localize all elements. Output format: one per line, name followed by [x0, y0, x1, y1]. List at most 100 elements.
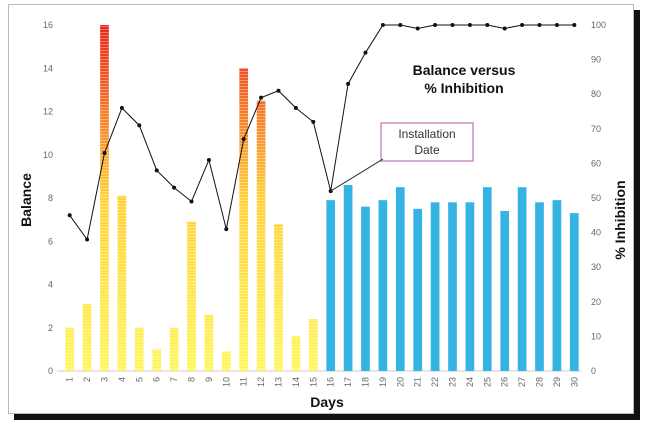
- left-axis-ticks: 0 2 4 6 8 10 12 14 16: [43, 20, 53, 376]
- bar-stripe-overlay: [256, 100, 266, 371]
- bar-stripe-overlay: [274, 223, 283, 371]
- x-tick-label: 18: [361, 377, 371, 387]
- inhibition-point-day-6: [154, 168, 159, 173]
- inhibition-line: [69, 24, 575, 241]
- left-tick-label: 10: [43, 150, 53, 160]
- chart-title-line-1: Balance versus: [413, 62, 516, 78]
- bar-day-24: [465, 202, 475, 371]
- right-tick-label: 80: [591, 89, 601, 99]
- bar-stripe-overlay: [152, 349, 162, 371]
- x-tick-label: 17: [343, 377, 353, 387]
- right-tick-label: 50: [591, 193, 601, 203]
- right-axis-ticks: 0 10 20 30 40 50 60 70 80 90 100: [591, 20, 606, 376]
- annotation-line-1: Installation: [398, 127, 455, 141]
- inhibition-point-day-13: [276, 88, 281, 93]
- x-tick-label: 11: [239, 377, 249, 386]
- x-tick-label: 26: [500, 377, 510, 387]
- bar-stripe-overlay: [308, 319, 318, 371]
- inhibition-point-day-30: [572, 23, 577, 27]
- inhibition-point-day-9: [206, 157, 211, 162]
- x-tick-label: 15: [308, 377, 318, 387]
- x-tick-label: 21: [413, 377, 423, 387]
- installation-date-annotation: Installation Date: [330, 122, 474, 192]
- chart-title-line-2: % Inhibition: [424, 80, 503, 96]
- x-tick-label: 2: [82, 377, 92, 382]
- right-tick-label: 10: [591, 331, 601, 341]
- x-tick-label: 4: [117, 377, 127, 382]
- inhibition-point-day-5: [137, 123, 142, 128]
- x-tick-label: 23: [448, 377, 458, 387]
- inhibition-point-day-2: [85, 237, 90, 242]
- bar-stripe-overlay: [239, 68, 249, 371]
- x-tick-label: 19: [378, 377, 388, 387]
- inhibition-point-day-1: [67, 213, 72, 218]
- x-tick-label: 7: [169, 377, 179, 382]
- left-tick-label: 16: [43, 20, 53, 30]
- inhibition-point-day-29: [554, 23, 559, 27]
- bar-day-16: [326, 200, 336, 371]
- bar-day-20: [395, 187, 405, 371]
- x-tick-label: 28: [535, 377, 545, 387]
- right-tick-label: 20: [591, 297, 601, 307]
- y-axis-title: Balance: [18, 173, 34, 227]
- x-tick-label: 25: [482, 377, 492, 387]
- bar-stripe-overlay: [117, 195, 127, 371]
- inhibition-line-series: [67, 23, 577, 242]
- x-tick-label: 6: [152, 377, 162, 382]
- inhibition-point-day-24: [467, 23, 472, 27]
- inhibition-point-day-25: [485, 23, 490, 27]
- bar-day-18: [361, 206, 370, 371]
- x-tick-label: 29: [552, 377, 562, 387]
- left-tick-label: 8: [48, 193, 53, 203]
- right-tick-label: 100: [591, 20, 606, 30]
- inhibition-point-day-20: [398, 23, 403, 27]
- x-tick-label: 20: [395, 377, 405, 387]
- left-tick-label: 14: [43, 63, 53, 73]
- bar-day-26: [500, 210, 510, 371]
- bar-day-25: [482, 187, 492, 371]
- left-tick-label: 0: [48, 366, 53, 376]
- x-tick-label: 13: [274, 377, 284, 387]
- bar-day-21: [413, 208, 423, 371]
- left-tick-label: 6: [48, 236, 53, 246]
- inhibition-point-day-14: [293, 106, 298, 111]
- bar-stripe-overlay: [204, 314, 214, 371]
- y2-axis-title: % Inhibition: [612, 180, 628, 259]
- inhibition-point-day-19: [380, 23, 385, 27]
- inhibition-point-day-10: [224, 227, 229, 232]
- x-tick-label: 12: [256, 377, 266, 387]
- bar-day-17: [343, 185, 353, 371]
- x-tick-label: 9: [204, 377, 214, 382]
- x-axis-ticks: 1 2 3 4 5 6 7 8 9 10 11 12 13 14 15 16 17 18 19 20 21 22 23 24 2…: [65, 377, 580, 387]
- inhibition-point-day-11: [241, 137, 246, 142]
- inhibition-point-day-26: [502, 26, 507, 31]
- inhibition-point-day-18: [363, 50, 368, 55]
- x-tick-label: 24: [465, 377, 475, 387]
- right-tick-label: 60: [591, 158, 601, 168]
- annotation-line-2: Date: [414, 143, 440, 157]
- right-tick-label: 40: [591, 228, 601, 238]
- x-tick-label: 16: [326, 377, 336, 387]
- inhibition-point-day-7: [172, 185, 177, 190]
- bar-stripe-overlay: [65, 327, 75, 371]
- bar-stripe-overlay: [100, 25, 109, 371]
- bar-day-30: [569, 213, 579, 371]
- left-tick-label: 2: [48, 323, 53, 333]
- inhibition-point-day-22: [433, 23, 438, 27]
- x-tick-label: 30: [569, 377, 579, 387]
- bar-day-23: [448, 202, 457, 371]
- bar-stripe-overlay: [169, 327, 179, 371]
- bar-day-22: [430, 202, 440, 371]
- x-tick-label: 27: [517, 377, 527, 387]
- bar-stripe-overlay: [291, 336, 301, 371]
- x-tick-label: 5: [134, 377, 144, 382]
- inhibition-point-day-8: [189, 199, 194, 204]
- bar-day-19: [378, 200, 388, 371]
- right-tick-label: 30: [591, 262, 601, 272]
- x-tick-label: 14: [291, 377, 301, 387]
- x-tick-label: 10: [221, 377, 231, 387]
- right-tick-label: 0: [591, 366, 596, 376]
- x-tick-label: 3: [100, 377, 110, 382]
